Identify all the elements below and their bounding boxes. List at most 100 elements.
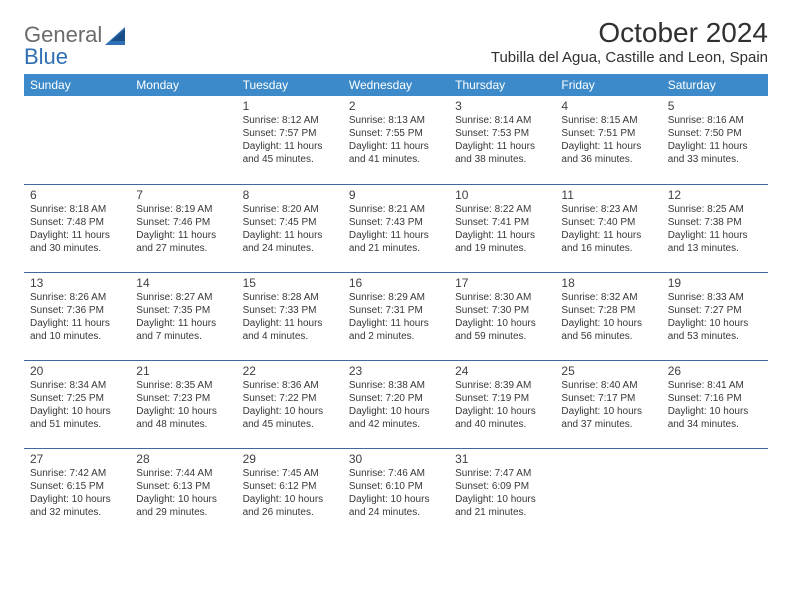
daylight-line: and 41 minutes.: [349, 153, 443, 166]
day-cell: 10Sunrise: 8:22 AMSunset: 7:41 PMDayligh…: [449, 184, 555, 272]
daylight-line: Daylight: 10 hours: [561, 317, 655, 330]
daylight-line: and 4 minutes.: [243, 330, 337, 343]
day-cell: 6Sunrise: 8:18 AMSunset: 7:48 PMDaylight…: [24, 184, 130, 272]
logo-text: General Blue: [24, 24, 102, 68]
day-cell: 18Sunrise: 8:32 AMSunset: 7:28 PMDayligh…: [555, 272, 661, 360]
day-number: 26: [668, 364, 762, 378]
sunrise-line: Sunrise: 8:39 AM: [455, 379, 549, 392]
sunset-line: Sunset: 7:25 PM: [30, 392, 124, 405]
day-number: 16: [349, 276, 443, 290]
day-cell: 8Sunrise: 8:20 AMSunset: 7:45 PMDaylight…: [237, 184, 343, 272]
daylight-line: and 21 minutes.: [455, 506, 549, 519]
sunrise-line: Sunrise: 7:46 AM: [349, 467, 443, 480]
daylight-line: and 10 minutes.: [30, 330, 124, 343]
day-number: 9: [349, 188, 443, 202]
daylight-line: and 19 minutes.: [455, 242, 549, 255]
sunrise-line: Sunrise: 8:25 AM: [668, 203, 762, 216]
week-row: 20Sunrise: 8:34 AMSunset: 7:25 PMDayligh…: [24, 360, 768, 448]
day-number: 17: [455, 276, 549, 290]
sunrise-line: Sunrise: 8:38 AM: [349, 379, 443, 392]
dow-row: SundayMondayTuesdayWednesdayThursdayFrid…: [24, 74, 768, 96]
sunrise-line: Sunrise: 8:14 AM: [455, 114, 549, 127]
daylight-line: and 26 minutes.: [243, 506, 337, 519]
daylight-line: Daylight: 11 hours: [561, 140, 655, 153]
daylight-line: and 21 minutes.: [349, 242, 443, 255]
day-number: 11: [561, 188, 655, 202]
day-number: 15: [243, 276, 337, 290]
sunrise-line: Sunrise: 8:35 AM: [136, 379, 230, 392]
day-cell: 21Sunrise: 8:35 AMSunset: 7:23 PMDayligh…: [130, 360, 236, 448]
sunset-line: Sunset: 7:16 PM: [668, 392, 762, 405]
daylight-line: and 37 minutes.: [561, 418, 655, 431]
day-cell: 3Sunrise: 8:14 AMSunset: 7:53 PMDaylight…: [449, 96, 555, 184]
day-number: 25: [561, 364, 655, 378]
day-number: 19: [668, 276, 762, 290]
daylight-line: Daylight: 11 hours: [349, 229, 443, 242]
sunset-line: Sunset: 7:31 PM: [349, 304, 443, 317]
daylight-line: Daylight: 11 hours: [668, 229, 762, 242]
daylight-line: Daylight: 11 hours: [30, 317, 124, 330]
daylight-line: Daylight: 10 hours: [136, 493, 230, 506]
dow-header: Friday: [555, 74, 661, 96]
day-cell: 22Sunrise: 8:36 AMSunset: 7:22 PMDayligh…: [237, 360, 343, 448]
day-cell: 29Sunrise: 7:45 AMSunset: 6:12 PMDayligh…: [237, 448, 343, 536]
daylight-line: Daylight: 10 hours: [455, 493, 549, 506]
day-cell: 15Sunrise: 8:28 AMSunset: 7:33 PMDayligh…: [237, 272, 343, 360]
sunrise-line: Sunrise: 8:30 AM: [455, 291, 549, 304]
sunset-line: Sunset: 7:23 PM: [136, 392, 230, 405]
sunrise-line: Sunrise: 8:40 AM: [561, 379, 655, 392]
sunset-line: Sunset: 7:55 PM: [349, 127, 443, 140]
daylight-line: and 40 minutes.: [455, 418, 549, 431]
logo: General Blue: [24, 18, 131, 68]
day-number: 28: [136, 452, 230, 466]
sunset-line: Sunset: 7:33 PM: [243, 304, 337, 317]
sunset-line: Sunset: 7:51 PM: [561, 127, 655, 140]
sunset-line: Sunset: 7:30 PM: [455, 304, 549, 317]
day-number: 6: [30, 188, 124, 202]
day-cell: 7Sunrise: 8:19 AMSunset: 7:46 PMDaylight…: [130, 184, 236, 272]
day-cell: 28Sunrise: 7:44 AMSunset: 6:13 PMDayligh…: [130, 448, 236, 536]
sunset-line: Sunset: 7:45 PM: [243, 216, 337, 229]
day-number: 31: [455, 452, 549, 466]
sunrise-line: Sunrise: 8:41 AM: [668, 379, 762, 392]
day-number: 18: [561, 276, 655, 290]
daylight-line: and 59 minutes.: [455, 330, 549, 343]
sunrise-line: Sunrise: 7:47 AM: [455, 467, 549, 480]
dow-header: Tuesday: [237, 74, 343, 96]
sunset-line: Sunset: 7:20 PM: [349, 392, 443, 405]
day-cell: 1Sunrise: 8:12 AMSunset: 7:57 PMDaylight…: [237, 96, 343, 184]
day-cell: 12Sunrise: 8:25 AMSunset: 7:38 PMDayligh…: [662, 184, 768, 272]
daylight-line: Daylight: 10 hours: [243, 405, 337, 418]
day-number: 7: [136, 188, 230, 202]
daylight-line: and 45 minutes.: [243, 153, 337, 166]
title-block: October 2024 Tubilla del Agua, Castille …: [491, 18, 768, 66]
day-cell: 26Sunrise: 8:41 AMSunset: 7:16 PMDayligh…: [662, 360, 768, 448]
daylight-line: and 13 minutes.: [668, 242, 762, 255]
day-cell: 13Sunrise: 8:26 AMSunset: 7:36 PMDayligh…: [24, 272, 130, 360]
daylight-line: and 42 minutes.: [349, 418, 443, 431]
daylight-line: Daylight: 10 hours: [30, 493, 124, 506]
daylight-line: and 24 minutes.: [349, 506, 443, 519]
daylight-line: Daylight: 11 hours: [455, 229, 549, 242]
daylight-line: Daylight: 10 hours: [561, 405, 655, 418]
dow-header: Thursday: [449, 74, 555, 96]
daylight-line: Daylight: 11 hours: [455, 140, 549, 153]
daylight-line: and 53 minutes.: [668, 330, 762, 343]
sunset-line: Sunset: 7:36 PM: [30, 304, 124, 317]
sunrise-line: Sunrise: 7:42 AM: [30, 467, 124, 480]
daylight-line: and 34 minutes.: [668, 418, 762, 431]
daylight-line: Daylight: 11 hours: [561, 229, 655, 242]
sunset-line: Sunset: 7:35 PM: [136, 304, 230, 317]
calendar-table: SundayMondayTuesdayWednesdayThursdayFrid…: [24, 74, 768, 536]
day-cell: 16Sunrise: 8:29 AMSunset: 7:31 PMDayligh…: [343, 272, 449, 360]
day-cell: 31Sunrise: 7:47 AMSunset: 6:09 PMDayligh…: [449, 448, 555, 536]
daylight-line: and 32 minutes.: [30, 506, 124, 519]
empty-cell: [555, 448, 661, 536]
day-number: 24: [455, 364, 549, 378]
empty-cell: [130, 96, 236, 184]
daylight-line: and 30 minutes.: [30, 242, 124, 255]
sunrise-line: Sunrise: 8:28 AM: [243, 291, 337, 304]
sunset-line: Sunset: 7:46 PM: [136, 216, 230, 229]
sunset-line: Sunset: 7:19 PM: [455, 392, 549, 405]
day-cell: 5Sunrise: 8:16 AMSunset: 7:50 PMDaylight…: [662, 96, 768, 184]
